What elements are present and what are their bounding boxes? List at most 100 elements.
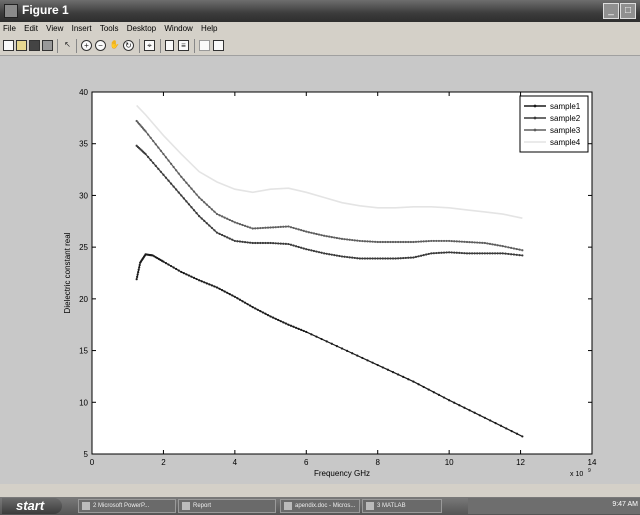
save-icon[interactable] [29,40,40,51]
show-plot-tools-icon[interactable] [213,40,224,51]
task-label: 3 MATLAB [377,503,406,509]
data-point-sample2 [448,251,451,254]
data-point-sample2 [425,253,428,256]
menu-view[interactable]: View [46,24,64,33]
data-point-sample2 [223,235,226,238]
data-point-sample3 [185,181,188,184]
data-point-sample2 [208,224,211,227]
data-point-sample2 [435,251,438,255]
start-label: start [16,498,45,513]
data-point-sample2 [221,233,224,237]
data-point-sample2 [407,256,410,259]
print-icon[interactable] [42,40,53,51]
data-point-sample2 [343,255,346,258]
data-point-sample2 [507,252,510,256]
toolbar-separator [57,39,58,53]
data-point-sample1 [164,262,168,265]
data-point-sample2 [315,250,318,253]
data-point-sample3 [465,240,469,244]
data-point-sample2 [404,256,407,260]
data-point-sample3 [272,226,275,229]
x-exponent-label: x 10 [570,471,583,478]
data-point-sample1 [468,409,471,412]
data-point-sample1 [412,380,415,383]
data-point-sample2 [279,242,282,245]
data-point-sample2 [358,257,361,260]
data-point-sample3 [432,239,435,243]
maximize-button[interactable]: □ [620,3,636,19]
data-point-sample2 [453,251,456,254]
data-point-sample2 [468,252,471,255]
data-point-sample2 [175,188,178,191]
data-point-sample1 [297,327,300,330]
data-point-sample3 [504,245,507,248]
legend-entry-sample4: sample4 [550,138,581,147]
menu-edit[interactable]: Edit [24,24,38,33]
data-point-sample2 [185,200,188,203]
data-point-sample1 [136,273,139,276]
zoom-in-icon[interactable]: + [81,40,92,51]
data-point-sample3 [226,217,229,220]
new-file-icon[interactable] [3,40,14,51]
data-point-sample1 [499,424,503,427]
data-point-sample3 [435,239,438,243]
data-point-sample3 [445,239,448,243]
menu-help[interactable]: Help [201,24,218,33]
data-point-sample2 [499,252,502,255]
data-point-sample2 [379,257,382,260]
pan-hand-icon[interactable]: ✋ [109,40,120,49]
start-button[interactable]: start [2,498,62,514]
task-report-folder[interactable]: Report [178,499,276,513]
data-point-sample2 [338,254,341,258]
window-titlebar[interactable]: Figure 1 _ □ [0,0,640,22]
task-word-doc[interactable]: apendix.doc - Micros... [280,499,360,513]
task-label: apendix.doc - Micros... [295,503,356,509]
open-file-icon[interactable] [16,40,27,51]
legend-icon[interactable]: ≡ [178,40,189,51]
data-point-sample1 [310,333,313,336]
data-point-sample2 [361,257,364,260]
data-point-sample2 [422,254,425,257]
data-point-sample2 [440,251,443,254]
data-point-sample1 [226,291,229,294]
data-point-sample1 [221,289,224,292]
data-point-sample1 [371,361,374,364]
task-matlab[interactable]: 3 MATLAB [362,499,442,513]
data-cursor-icon[interactable]: ⌖ [144,40,155,51]
data-point-sample1 [282,321,285,324]
menu-insert[interactable]: Insert [71,24,92,33]
minimize-button[interactable]: _ [603,3,619,19]
data-point-sample1 [241,300,244,303]
data-point-sample3 [249,226,252,229]
data-point-sample1 [432,391,435,394]
data-point-sample2 [409,256,412,259]
clock: 9:47 AM [612,501,638,508]
data-point-sample1 [266,314,270,317]
data-point-sample3 [386,240,390,244]
data-point-sample3 [256,227,259,230]
data-point-sample3 [294,227,298,230]
rotate-3d-icon[interactable]: ↻ [123,40,134,51]
data-point-sample1 [294,326,298,329]
data-point-sample1 [264,312,267,315]
data-point-sample3 [320,234,323,237]
data-point-sample2 [455,251,458,254]
edit-plot-arrow-icon[interactable]: ↖ [64,40,71,49]
menu-desktop[interactable]: Desktop [126,24,157,33]
menu-tools[interactable]: Tools [99,24,119,33]
data-point-sample2 [417,255,420,258]
data-point-sample2 [147,155,150,159]
data-point-sample2 [287,242,290,246]
data-point-sample3 [483,241,486,245]
colorbar-icon[interactable] [165,40,174,51]
data-point-sample1 [284,322,287,325]
task-powerpoint[interactable]: 2 Microsoft PowerP... [78,499,176,513]
hide-plot-tools-icon[interactable] [199,40,210,51]
zoom-out-icon[interactable]: − [95,40,106,51]
menu-window[interactable]: Window [164,24,193,33]
data-point-sample3 [338,237,341,240]
menu-file[interactable]: File [3,24,16,33]
data-point-sample1 [249,304,252,307]
data-point-sample3 [144,130,147,133]
data-point-sample3 [135,119,138,123]
